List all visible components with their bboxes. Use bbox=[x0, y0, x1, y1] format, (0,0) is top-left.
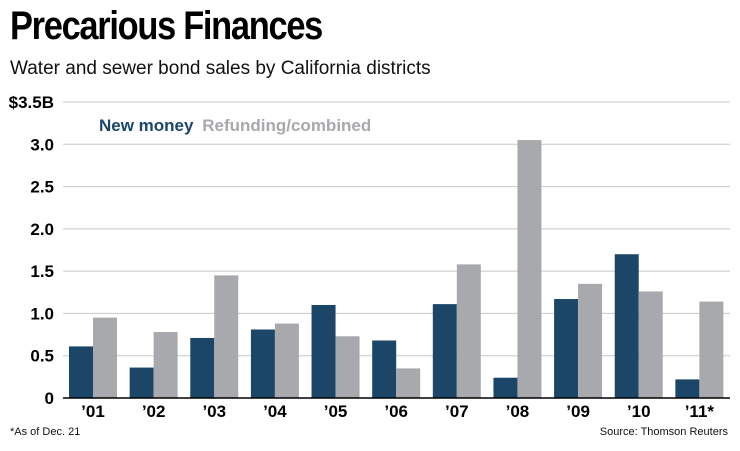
bar-refunding bbox=[93, 317, 117, 398]
x-tick-label: ’11* bbox=[685, 402, 715, 421]
x-tick-label: ’07 bbox=[445, 402, 469, 421]
x-tick-label: ’06 bbox=[384, 402, 408, 421]
chart-subtitle: Water and sewer bond sales by California… bbox=[10, 58, 431, 79]
bar-refunding bbox=[274, 323, 299, 398]
x-tick-label: ’01 bbox=[81, 402, 105, 421]
bar-new-money bbox=[372, 340, 397, 398]
bar-refunding bbox=[578, 283, 603, 398]
y-tick-label: 3.0 bbox=[30, 135, 54, 154]
x-tick-label: ’02 bbox=[142, 402, 166, 421]
legend-refunding: Refunding/combined bbox=[202, 116, 372, 135]
legend-new-money: New money bbox=[99, 116, 194, 135]
bar-refunding bbox=[396, 368, 421, 398]
bar-new-money bbox=[69, 346, 93, 398]
bar-refunding bbox=[699, 301, 724, 398]
bar-refunding bbox=[214, 275, 239, 398]
x-tick-label: ’08 bbox=[506, 402, 530, 421]
bar-refunding bbox=[335, 336, 360, 398]
y-tick-label: 2.0 bbox=[30, 220, 54, 239]
x-tick-label: ’09 bbox=[566, 402, 590, 421]
bar-refunding bbox=[456, 264, 481, 398]
y-tick-label: 1.5 bbox=[30, 262, 54, 281]
bar-new-money bbox=[129, 367, 154, 398]
y-tick-label: $3.5B bbox=[9, 93, 54, 112]
y-tick-label: 0.5 bbox=[30, 347, 54, 366]
x-tick-label: ’05 bbox=[324, 402, 348, 421]
bar-refunding bbox=[153, 332, 178, 398]
y-tick-label: 2.5 bbox=[30, 178, 54, 197]
bar-refunding bbox=[638, 291, 663, 398]
bar-new-money bbox=[311, 304, 336, 398]
bar-new-money bbox=[493, 377, 518, 398]
bar-refunding bbox=[517, 140, 542, 399]
y-tick-label: 1.0 bbox=[30, 304, 54, 323]
legend: New money Refunding/combined bbox=[99, 116, 371, 136]
bar-new-money bbox=[614, 254, 639, 398]
x-tick-label: ’10 bbox=[627, 402, 651, 421]
bar-new-money bbox=[554, 299, 579, 398]
x-tick-label: ’04 bbox=[263, 402, 287, 421]
chart-title: Precarious Finances bbox=[10, 4, 323, 48]
source-note: Source: Thomson Reuters bbox=[599, 426, 728, 438]
bar-new-money bbox=[250, 329, 275, 398]
bar-new-money bbox=[675, 379, 700, 398]
x-tick-label: ’03 bbox=[202, 402, 226, 421]
footnote: *As of Dec. 21 bbox=[10, 426, 81, 438]
bar-new-money bbox=[190, 337, 215, 398]
bar-new-money bbox=[432, 304, 457, 398]
y-tick-label: 0 bbox=[45, 389, 54, 408]
